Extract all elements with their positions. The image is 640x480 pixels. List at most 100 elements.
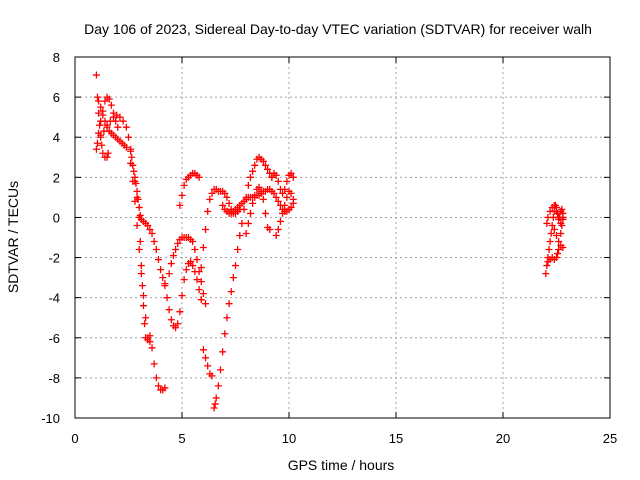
data-point-plus [272, 231, 280, 239]
data-point-plus [133, 193, 141, 201]
y-tick-label: 4 [53, 130, 60, 145]
plot-frame [74, 56, 611, 419]
data-point-plus [127, 159, 135, 167]
data-point-plus [202, 225, 210, 233]
data-point-plus [550, 225, 558, 233]
data-point-plus [238, 219, 246, 227]
data-point-plus [199, 290, 207, 298]
data-point-plus [107, 101, 115, 109]
data-point-plus [133, 221, 141, 229]
data-point-plus [274, 197, 282, 205]
data-point-plus [199, 244, 207, 252]
grid-lines [75, 57, 610, 418]
y-tick-label: 2 [53, 170, 60, 185]
data-point-plus [232, 262, 239, 270]
data-point-plus [157, 266, 165, 274]
y-tick-label: 8 [53, 50, 60, 65]
data-point-plus [287, 203, 295, 211]
data-point-plus [202, 354, 210, 362]
data-point-plus [244, 181, 252, 189]
data-point-plus [195, 173, 203, 181]
data-point-plus [154, 382, 162, 390]
y-tick-label: -8 [48, 371, 60, 386]
data-point-plus [137, 262, 145, 270]
x-tick-label: 20 [496, 431, 510, 446]
data-point-plus [210, 404, 218, 412]
data-point-plus [270, 189, 278, 197]
data-point-plus [139, 302, 147, 310]
data-point-plus [195, 286, 203, 294]
data-point-plus [246, 209, 254, 217]
data-point-plus [122, 123, 130, 131]
data-point-plus [180, 181, 188, 189]
data-point-plus [98, 141, 106, 149]
data-point-plus [257, 187, 265, 195]
data-point-plus [101, 97, 109, 105]
data-point-plus [249, 199, 257, 207]
data-point-plus [242, 229, 250, 237]
data-point-plus [279, 189, 287, 197]
data-point-plus [105, 95, 113, 103]
data-point-plus [543, 262, 551, 270]
data-point-plus [266, 225, 274, 233]
data-point-plus [283, 177, 291, 185]
data-point-plus [214, 382, 222, 390]
data-point-plus [287, 189, 295, 197]
data-point-plus [131, 197, 139, 205]
data-point-plus [125, 133, 132, 141]
data-point-plus [165, 306, 173, 314]
data-point-plus [159, 274, 167, 282]
data-point-plus [259, 195, 267, 203]
data-point-plus [281, 185, 289, 193]
data-point-plus [554, 250, 562, 258]
data-point-plus [97, 133, 105, 141]
data-point-plus [161, 384, 169, 392]
data-point-plus [261, 161, 269, 169]
data-point-plus [141, 320, 149, 328]
data-point-plus [283, 193, 291, 201]
data-point-plus [255, 183, 263, 191]
data-point-plus [289, 195, 297, 203]
data-point-plus [92, 71, 100, 79]
x-tick-labels: 0 5 10 15 20 25 [71, 431, 617, 446]
data-point-plus [135, 213, 143, 221]
data-point-plus [261, 209, 269, 217]
data-point-plus [195, 268, 203, 276]
data-point-plus [219, 348, 227, 356]
data-point-plus [274, 177, 282, 185]
data-point-plus [251, 161, 259, 169]
data-point-plus [136, 238, 144, 246]
data-point-plus [119, 117, 127, 125]
data-point-plus [103, 121, 111, 129]
data-point-plus [95, 97, 103, 105]
data-point-plus [191, 246, 199, 254]
x-tick-label: 10 [282, 431, 296, 446]
x-tick-label: 15 [389, 431, 403, 446]
data-point-plus [133, 187, 141, 195]
data-point-plus [138, 282, 146, 290]
data-point-plus [553, 231, 560, 239]
data-point-plus [131, 177, 139, 185]
data-point-plus [221, 189, 229, 197]
data-point-plus [272, 193, 280, 201]
y-tick-label: 0 [53, 210, 60, 225]
data-point-plus [274, 225, 282, 233]
data-point-plus [197, 296, 205, 304]
data-points [92, 71, 567, 412]
data-point-plus [547, 229, 555, 237]
data-point-plus [169, 252, 177, 260]
x-tick-label: 5 [178, 431, 185, 446]
data-point-plus [167, 316, 175, 324]
data-point-plus [264, 165, 272, 173]
data-point-plus [212, 394, 220, 402]
data-point-plus [193, 276, 201, 284]
data-point-plus [174, 320, 182, 328]
data-point-plus [100, 127, 108, 135]
data-point-plus [135, 246, 143, 254]
data-point-plus [127, 145, 135, 153]
data-point-plus [259, 157, 267, 165]
data-point-plus [154, 256, 162, 264]
data-point-plus [544, 213, 552, 221]
data-point-plus [146, 332, 154, 340]
